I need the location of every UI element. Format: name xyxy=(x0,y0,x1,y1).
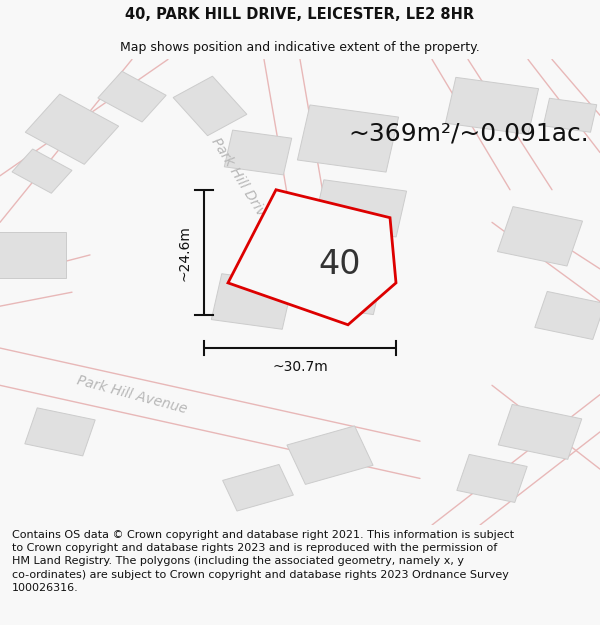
Polygon shape xyxy=(98,71,166,122)
Polygon shape xyxy=(173,76,247,136)
Polygon shape xyxy=(25,408,95,456)
Polygon shape xyxy=(543,98,597,132)
Text: ~24.6m: ~24.6m xyxy=(178,224,192,281)
Polygon shape xyxy=(228,190,396,325)
Text: 40, PARK HILL DRIVE, LEICESTER, LE2 8HR: 40, PARK HILL DRIVE, LEICESTER, LE2 8HR xyxy=(125,7,475,22)
Polygon shape xyxy=(498,404,582,459)
Polygon shape xyxy=(313,180,407,237)
Text: Map shows position and indicative extent of the property.: Map shows position and indicative extent… xyxy=(120,41,480,54)
Polygon shape xyxy=(457,454,527,503)
Polygon shape xyxy=(223,464,293,511)
Polygon shape xyxy=(314,270,382,314)
Polygon shape xyxy=(25,94,119,164)
Polygon shape xyxy=(298,105,398,172)
Polygon shape xyxy=(0,232,66,278)
Text: ~30.7m: ~30.7m xyxy=(272,360,328,374)
Text: Park Hill Drive: Park Hill Drive xyxy=(208,135,272,226)
Polygon shape xyxy=(211,274,293,329)
Polygon shape xyxy=(497,207,583,266)
Polygon shape xyxy=(535,291,600,339)
Polygon shape xyxy=(287,426,373,484)
Text: Park Hill Avenue: Park Hill Avenue xyxy=(76,373,188,416)
Text: ~369m²/~0.091ac.: ~369m²/~0.091ac. xyxy=(348,122,589,146)
Polygon shape xyxy=(12,149,72,193)
Text: 40: 40 xyxy=(319,248,361,281)
Text: Contains OS data © Crown copyright and database right 2021. This information is : Contains OS data © Crown copyright and d… xyxy=(12,530,514,592)
Polygon shape xyxy=(224,130,292,175)
Polygon shape xyxy=(445,78,539,134)
